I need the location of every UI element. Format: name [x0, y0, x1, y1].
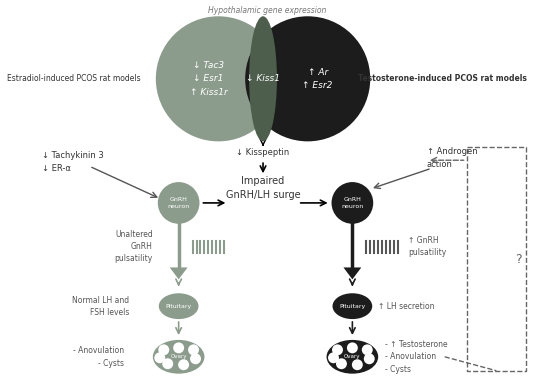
Ellipse shape [249, 16, 277, 141]
Text: GnRH
neuron: GnRH neuron [341, 197, 364, 208]
Text: ↓ Tac3
↓ Esr1
↑ Kiss1r: ↓ Tac3 ↓ Esr1 ↑ Kiss1r [190, 61, 227, 97]
Circle shape [178, 359, 189, 370]
Ellipse shape [333, 293, 372, 319]
Circle shape [352, 359, 363, 370]
Circle shape [336, 358, 347, 369]
Circle shape [158, 182, 200, 224]
Text: ↓ Kisspeptin: ↓ Kisspeptin [237, 148, 289, 157]
Text: - ↑ Testosterone
- Anovulation
- Cysts: - ↑ Testosterone - Anovulation - Cysts [385, 340, 448, 374]
Polygon shape [343, 267, 362, 279]
Text: Impaired
GnRH/LH surge: Impaired GnRH/LH surge [226, 177, 300, 200]
Text: ↑ GnRH
pulsatility: ↑ GnRH pulsatility [408, 236, 446, 257]
Polygon shape [170, 267, 187, 279]
Circle shape [332, 344, 343, 355]
Text: Ovary: Ovary [170, 354, 187, 359]
Text: Estradiol-induced PCOS rat models: Estradiol-induced PCOS rat models [7, 74, 140, 83]
Text: Unaltered
GnRH
pulsatility: Unaltered GnRH pulsatility [115, 230, 153, 263]
Ellipse shape [327, 340, 378, 374]
Circle shape [158, 344, 169, 355]
Text: Normal LH and
FSH levels: Normal LH and FSH levels [72, 296, 129, 317]
Circle shape [188, 344, 199, 355]
Text: - Anovulation
- Cysts: - Anovulation - Cysts [73, 346, 124, 368]
Text: Pituitary: Pituitary [339, 304, 365, 309]
Ellipse shape [159, 293, 199, 319]
Circle shape [347, 342, 358, 354]
Ellipse shape [153, 340, 205, 374]
Circle shape [245, 16, 370, 141]
Circle shape [154, 352, 165, 363]
Text: Pituitary: Pituitary [166, 304, 192, 309]
Circle shape [332, 182, 373, 224]
Text: Ovary: Ovary [344, 354, 360, 359]
Text: Testosterone-induced PCOS rat models: Testosterone-induced PCOS rat models [358, 74, 527, 83]
Text: ↑ Androgen
action: ↑ Androgen action [427, 147, 477, 169]
Text: GnRH
neuron: GnRH neuron [168, 197, 190, 208]
Text: ↓ Tachykinin 3
↓ ER-α: ↓ Tachykinin 3 ↓ ER-α [42, 151, 104, 173]
Text: ↓ Kiss1: ↓ Kiss1 [246, 74, 280, 83]
Circle shape [364, 354, 375, 364]
Circle shape [190, 354, 201, 364]
Text: ↑ LH secretion: ↑ LH secretion [378, 302, 435, 311]
Text: ↑ Ar
↑ Esr2: ↑ Ar ↑ Esr2 [302, 68, 333, 90]
Text: Hypothalamic gene expression: Hypothalamic gene expression [208, 7, 326, 15]
Text: ?: ? [515, 252, 522, 265]
Circle shape [173, 342, 184, 354]
Circle shape [328, 352, 339, 363]
Circle shape [156, 16, 281, 141]
Circle shape [362, 344, 373, 355]
Circle shape [162, 358, 173, 369]
